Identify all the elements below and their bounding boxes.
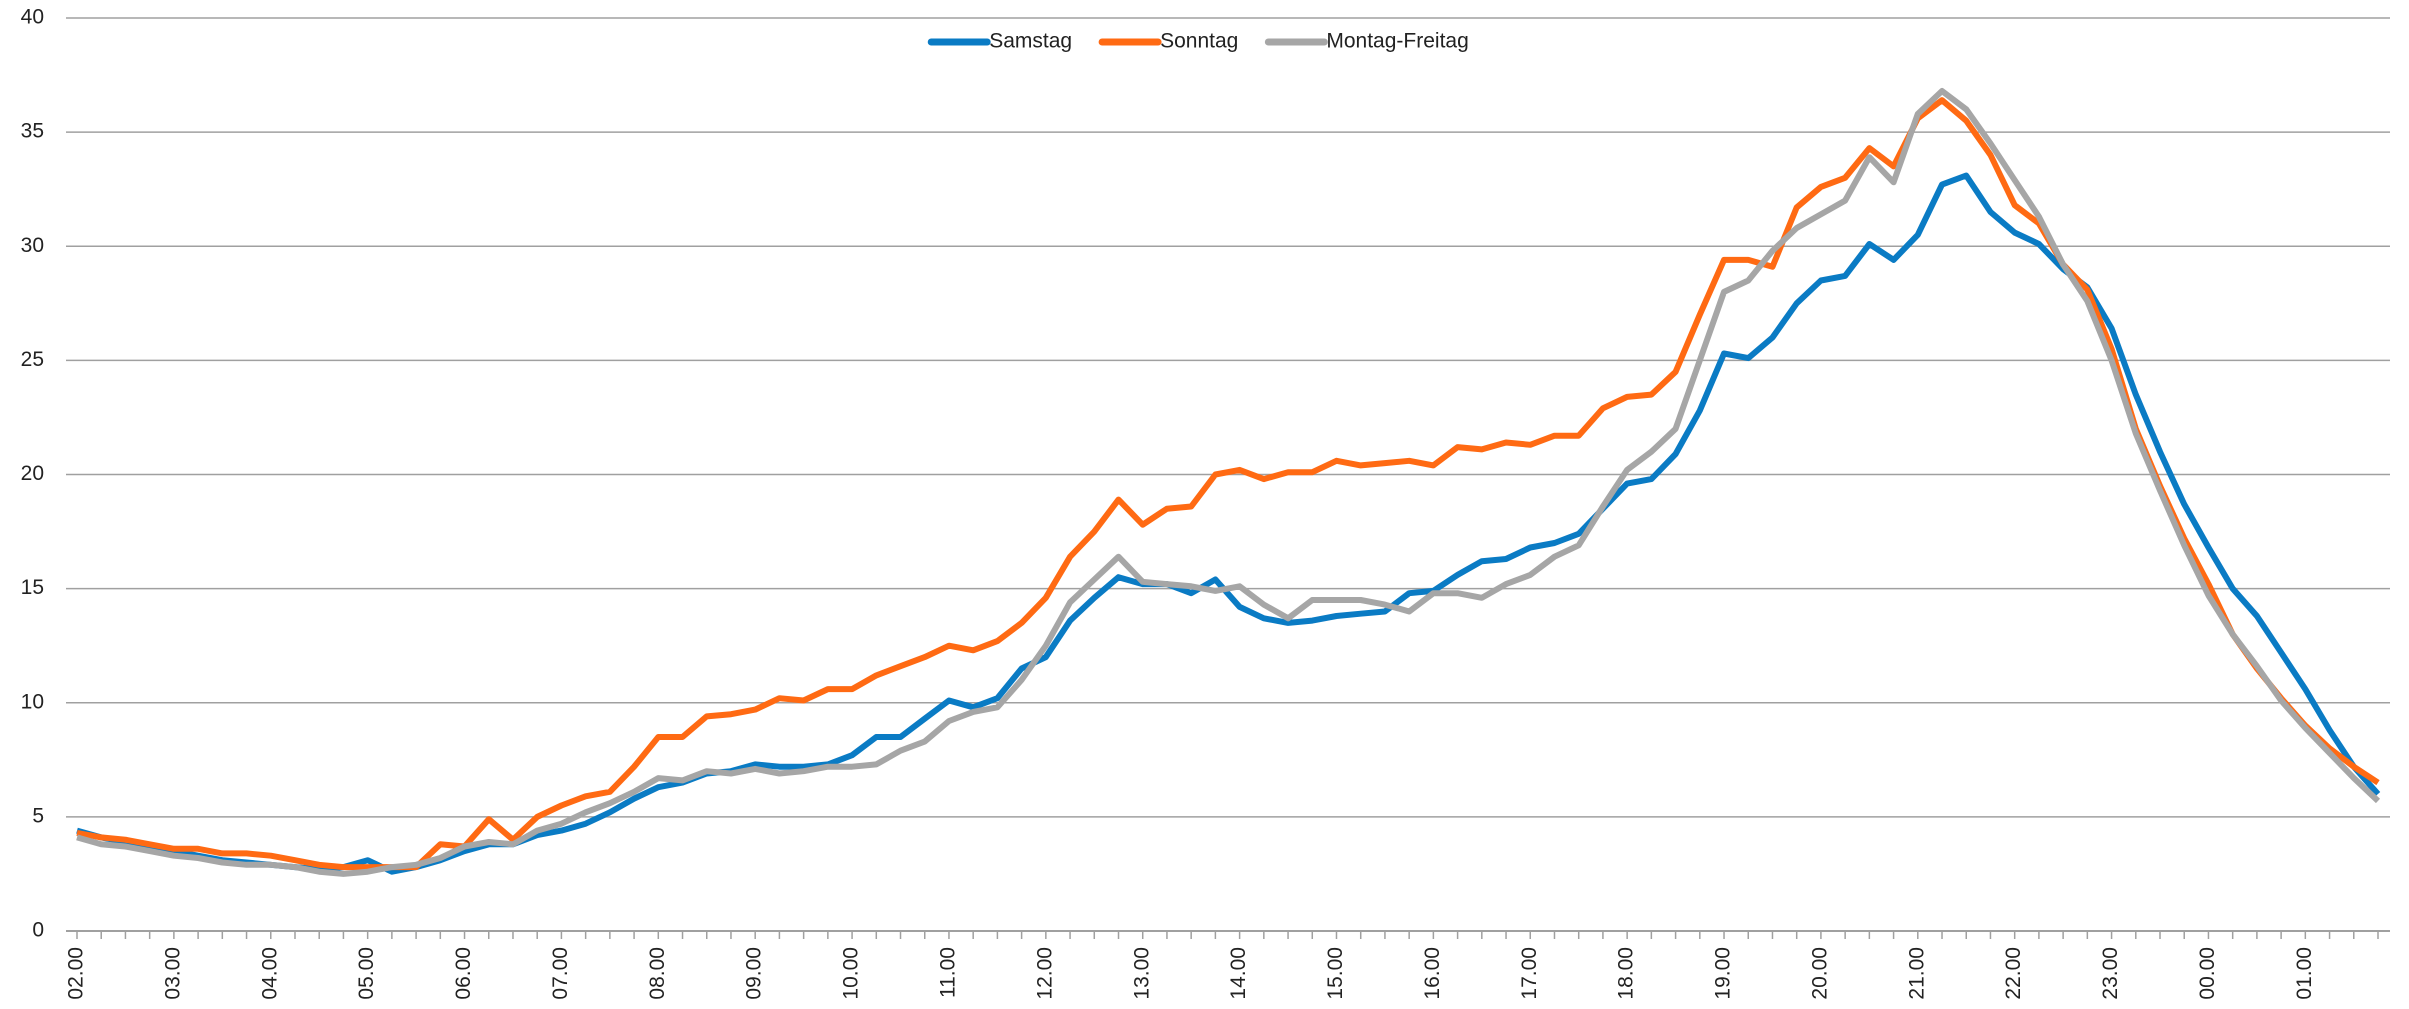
x-tick-label: 23.00	[2099, 947, 2122, 1000]
series-line	[76, 172, 2381, 875]
y-tick-label: 40	[21, 6, 44, 29]
x-tick-label: 01.00	[2293, 947, 2316, 1000]
legend: Samstag Sonntag Montag-Freitag	[927, 30, 1469, 53]
x-tick-label: 04.00	[258, 947, 281, 1000]
x-tick-label: 12.00	[1033, 947, 1056, 1000]
legend-label: Samstag	[989, 30, 1072, 53]
y-tick-label: 25	[21, 348, 44, 371]
y-tick-label: 15	[21, 576, 44, 599]
series-line	[76, 97, 2380, 871]
x-tick-label: 03.00	[161, 947, 184, 1000]
x-tick-label: 17.00	[1518, 947, 1541, 1000]
y-tick-label: 20	[21, 462, 44, 485]
x-tick-label: 14.00	[1227, 947, 1250, 1000]
x-tick-label: 21.00	[1905, 947, 1928, 1000]
legend-label: Montag-Freitag	[1326, 30, 1468, 53]
y-tick-label: 5	[32, 804, 44, 827]
x-tick-label: 02.00	[65, 947, 88, 1000]
x-tick-label: 20.00	[1808, 947, 1831, 1000]
x-tick-label: 18.00	[1615, 947, 1638, 1000]
x-tick-label: 07.00	[549, 947, 572, 1000]
x-tick-label: 06.00	[452, 947, 475, 1000]
x-tick-label: 09.00	[743, 947, 766, 1000]
x-tick-label: 13.00	[1130, 947, 1153, 1000]
x-tick-label: 08.00	[646, 947, 669, 1000]
x-tick-label: 05.00	[355, 947, 378, 1000]
y-tick-label: 10	[21, 690, 44, 713]
x-tick-label: 22.00	[2002, 947, 2025, 1000]
series-line	[76, 88, 2381, 877]
x-tick-label: 10.00	[840, 947, 863, 1000]
y-tick-label: 30	[21, 234, 44, 257]
legend-label: Sonntag	[1160, 30, 1238, 53]
x-tick-label: 00.00	[2196, 947, 2219, 1000]
y-tick-label: 35	[21, 120, 44, 143]
y-tick-label: 0	[32, 919, 44, 942]
x-tick-label: 16.00	[1421, 947, 1444, 1000]
x-tick-label: 15.00	[1324, 947, 1347, 1000]
x-tick-label: 19.00	[1712, 947, 1735, 1000]
x-tick-label: 11.00	[937, 947, 960, 998]
